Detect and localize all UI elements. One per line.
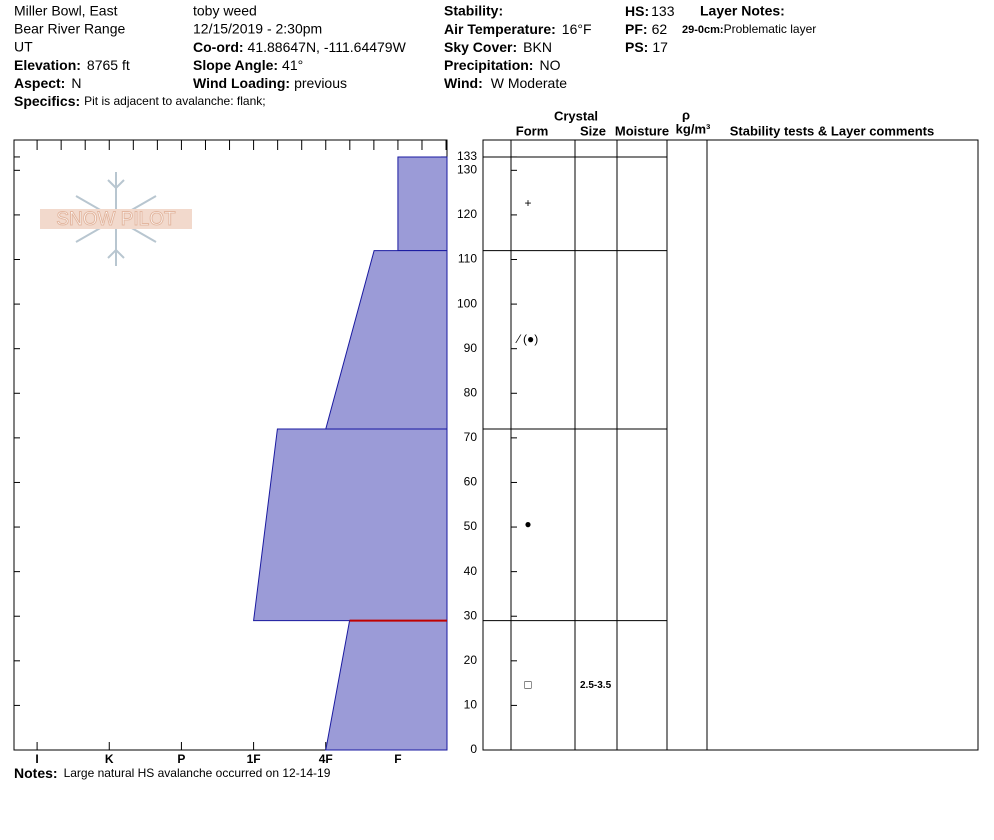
label: Notes: (14, 765, 58, 781)
value: Pit is adjacent to avalanche: flank; (84, 94, 265, 108)
y-tick-label: 20 (464, 653, 478, 667)
x-tick-label: P (177, 752, 185, 766)
x-tick-label: F (394, 752, 401, 766)
y-tick-label: 70 (464, 430, 478, 444)
y-tick-label: 40 (464, 564, 478, 578)
value: N (71, 75, 81, 91)
layer-note: 29-0cm:Problematic layer (682, 22, 816, 36)
layer-notes-title: Layer Notes: (700, 3, 785, 19)
x-tick-label: I (35, 752, 38, 766)
hs: HS: 133 (625, 3, 675, 19)
text: Large natural HS avalanche occurred on 1… (64, 766, 331, 780)
pf: PF: 62 (625, 21, 667, 37)
x-tick-label: K (105, 752, 114, 766)
label: PS: (625, 39, 648, 55)
label: Sky Cover: (444, 39, 517, 55)
x-tick-label: 1F (247, 752, 261, 766)
value: previous (294, 75, 347, 91)
value: W Moderate (491, 75, 567, 91)
y-tick-label: 60 (464, 475, 478, 489)
y-tick-label: 130 (457, 162, 477, 176)
aspect: Aspect: N (14, 75, 81, 91)
label: PF: (625, 21, 648, 37)
layer (325, 250, 448, 430)
label: Air Temperature: (444, 21, 556, 37)
crystal-form: ● (524, 517, 531, 531)
value: 62 (652, 21, 668, 37)
crystal-form: □ (524, 678, 531, 692)
notes: Notes: Large natural HS avalanche occurre… (14, 765, 331, 781)
state: UT (14, 39, 33, 55)
label: HS: (625, 3, 649, 19)
y-tick-label: 10 (464, 698, 478, 712)
value: 133 (651, 3, 675, 19)
label: Specifics: (14, 93, 80, 109)
y-tick-label: 50 (464, 519, 478, 533)
y-tick-label: 90 (464, 341, 478, 355)
range: 29-0cm: (682, 24, 724, 36)
value: 41.88647N, -111.64479W (248, 39, 407, 55)
header-form: Form (516, 123, 549, 138)
datetime: 12/15/2019 - 2:30pm (193, 21, 322, 37)
layer (325, 620, 448, 751)
x-tick-label: 4F (319, 752, 333, 766)
y-tick-label: 110 (458, 252, 477, 266)
value: 41° (282, 57, 303, 73)
y-tick-label: 120 (457, 207, 477, 221)
value: NO (539, 57, 560, 73)
specifics: Specifics: Pit is adjacent to avalanche: … (14, 93, 266, 109)
slope-angle: Slope Angle: 41° (193, 57, 303, 73)
header-rho: ρ (682, 107, 690, 122)
coord: Co-ord: 41.88647N, -111.64479W (193, 39, 407, 55)
observer: toby weed (193, 3, 257, 19)
ps: PS: 17 (625, 39, 668, 55)
layer (397, 156, 448, 252)
wind-loading: Wind Loading: previous (193, 75, 347, 91)
range: Bear River Range (14, 21, 125, 37)
label: Precipitation: (444, 57, 533, 73)
y-tick-label: 80 (464, 385, 478, 399)
elevation: Elevation: 8765 ft (14, 57, 130, 73)
table-columns (510, 140, 708, 750)
location: Miller Bowl, East (14, 3, 118, 19)
header-moisture: Moisture (615, 123, 669, 138)
y-tick-label: 0 (470, 742, 477, 756)
air-temperature: Air Temperature: 16°F (444, 21, 592, 37)
value: 8765 ft (87, 57, 130, 73)
table-frame (482, 139, 979, 751)
text: Problematic layer (724, 22, 817, 36)
label: Elevation: (14, 57, 81, 73)
crystal-form: + (524, 196, 531, 210)
precipitation: Precipitation: NO (444, 57, 561, 73)
label: Wind: (444, 75, 483, 91)
y-tick-label: 30 (464, 608, 478, 622)
crystal-size: 2.5-3.5 (580, 680, 612, 691)
y-tick-label: 100 (457, 296, 477, 310)
logo-band (40, 209, 192, 229)
wind: Wind: W Moderate (444, 75, 567, 91)
logo-text: SNOW PILOT (56, 209, 176, 230)
header-size: Size (580, 123, 606, 138)
value: 16°F (562, 21, 592, 37)
label: Slope Angle: (193, 57, 278, 73)
header-comments: Stability tests & Layer comments (730, 123, 934, 138)
sky-cover: Sky Cover: BKN (444, 39, 552, 55)
header-density-unit: kg/m³ (676, 121, 711, 136)
stability: Stability: (444, 3, 503, 19)
y-tick-label: 133 (457, 149, 477, 163)
value: BKN (523, 39, 552, 55)
layer (253, 428, 448, 622)
crystal-form: ⁄ (●) (515, 332, 539, 346)
label: Wind Loading: (193, 75, 290, 91)
header-crystal: Crystal (554, 108, 598, 123)
label: Co-ord: (193, 39, 244, 55)
label: Aspect: (14, 75, 65, 91)
value: 17 (652, 39, 668, 55)
